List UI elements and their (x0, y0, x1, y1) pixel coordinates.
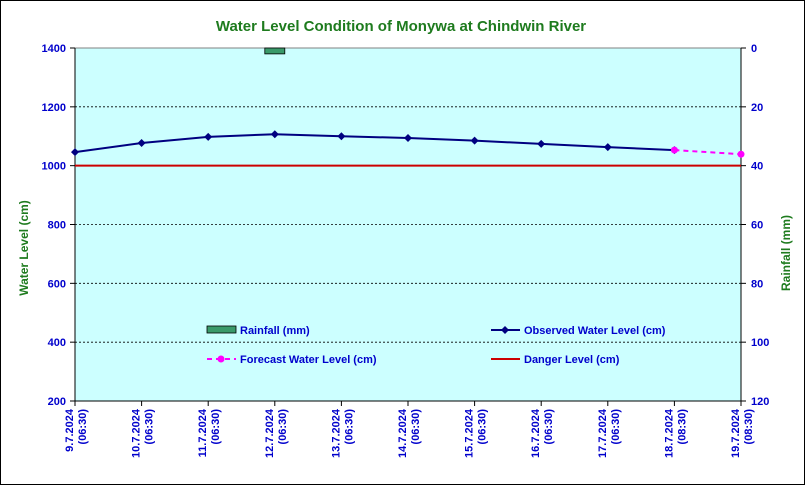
observed-point (404, 134, 412, 143)
x-tick-label: 17.7.2024 (06:30) (597, 408, 622, 458)
observed-point (137, 139, 146, 148)
x-tick-date: 19.7.2024 (730, 408, 742, 458)
y2-tick-label: 0 (751, 43, 757, 55)
legend: Rainfall (mm) Observed Water Level (cm) Fo… (206, 325, 666, 366)
data-marks (71, 47, 745, 167)
observed-point (537, 139, 546, 148)
y-tick-label: 1200 (42, 102, 66, 114)
y2-tick-label: 40 (751, 161, 763, 173)
x-tick-date: 18.7.2024 (663, 408, 675, 458)
x-tick-time: (06:30) (543, 409, 555, 445)
legend-marker-observed (501, 326, 509, 334)
x-tick-time: (06:30) (77, 409, 89, 445)
x-tick-label: 11.7.2024 (06:30) (197, 408, 222, 457)
observed-point (470, 136, 479, 145)
x-tick-time: (06:30) (277, 409, 289, 445)
x-tick-time: (06:30) (477, 409, 489, 445)
x-tick-label: 18.7.2024 (08:30) (663, 408, 688, 458)
x-tick-time: (08:30) (676, 409, 688, 445)
legend-label: Forecast Water Level (cm) (240, 354, 377, 366)
x-tick-date: 15.7.2024 (464, 408, 476, 458)
x-tick-label: 14.7.2024 (06:30) (397, 408, 422, 458)
x-tick-label: 13.7.2024 (06:30) (330, 408, 355, 458)
y2-tick-label: 60 (751, 220, 763, 232)
x-tick-time: (06:30) (410, 409, 422, 445)
y2-tick-label: 100 (751, 337, 769, 349)
x-tick-time: (06:30) (210, 409, 222, 445)
x-tick-date: 9.7.2024 (64, 408, 76, 452)
y-tick-label: 200 (48, 396, 66, 408)
x-tick-date: 11.7.2024 (197, 408, 209, 457)
legend-swatch-rainfall (206, 325, 237, 334)
x-tick-date: 17.7.2024 (597, 408, 609, 458)
observed-line (74, 133, 675, 154)
y2-tick-label: 20 (751, 102, 763, 114)
y-tick-label: 1000 (42, 161, 66, 173)
x-tick-date: 13.7.2024 (330, 408, 342, 458)
legend-label: Danger Level (cm) (524, 354, 620, 366)
x-tick-date: 12.7.2024 (264, 408, 276, 458)
x-tick-label: 19.7.2024 (08:30) (730, 408, 755, 458)
axes: 1400 1200 1000 800 600 400 200 0 20 40 60 80 100 120 9… (42, 43, 770, 458)
x-tick-label: 16.7.2024 (06:30) (530, 408, 555, 458)
y-tick-label: 800 (48, 220, 66, 232)
x-tick-label: 10.7.2024 (06:30) (131, 408, 156, 458)
x-tick-time: (06:30) (610, 409, 622, 445)
y2-tick-label: 80 (751, 278, 763, 290)
y-axis-label: Water Level (cm) (17, 200, 31, 296)
y-tick-label: 400 (48, 337, 66, 349)
observed-point (204, 132, 213, 141)
forecast-point (737, 150, 745, 158)
legend-label: Observed Water Level (cm) (524, 325, 666, 337)
observed-point (337, 132, 346, 141)
x-tick-label: 15.7.2024 (06:30) (464, 408, 489, 458)
x-tick-label: 12.7.2024 (06:30) (264, 408, 289, 458)
legend-label: Rainfall (mm) (240, 325, 310, 337)
observed-point (71, 148, 79, 157)
legend-marker-forecast (217, 355, 225, 363)
x-tick-time: (06:30) (343, 409, 355, 445)
x-tick-time: (08:30) (743, 409, 755, 445)
observed-point (270, 130, 279, 139)
observed-point (603, 143, 612, 152)
x-tick-date: 16.7.2024 (530, 408, 542, 458)
y2-axis-label: Rainfall (mm) (779, 215, 793, 291)
forecast-point (670, 146, 678, 154)
y2-tick-label: 120 (751, 396, 769, 408)
y-tick-label: 1400 (42, 43, 66, 55)
x-tick-date: 10.7.2024 (131, 408, 143, 458)
forecast-line (674, 149, 742, 156)
rainfall-bar (264, 47, 286, 55)
x-tick-label: 9.7.2024 (06:30) (64, 408, 89, 452)
x-tick-time: (06:30) (144, 409, 156, 445)
chart-title: Water Level Condition of Monywa at Chind… (216, 18, 586, 35)
y-tick-label: 600 (48, 278, 66, 290)
x-tick-date: 14.7.2024 (397, 408, 409, 458)
